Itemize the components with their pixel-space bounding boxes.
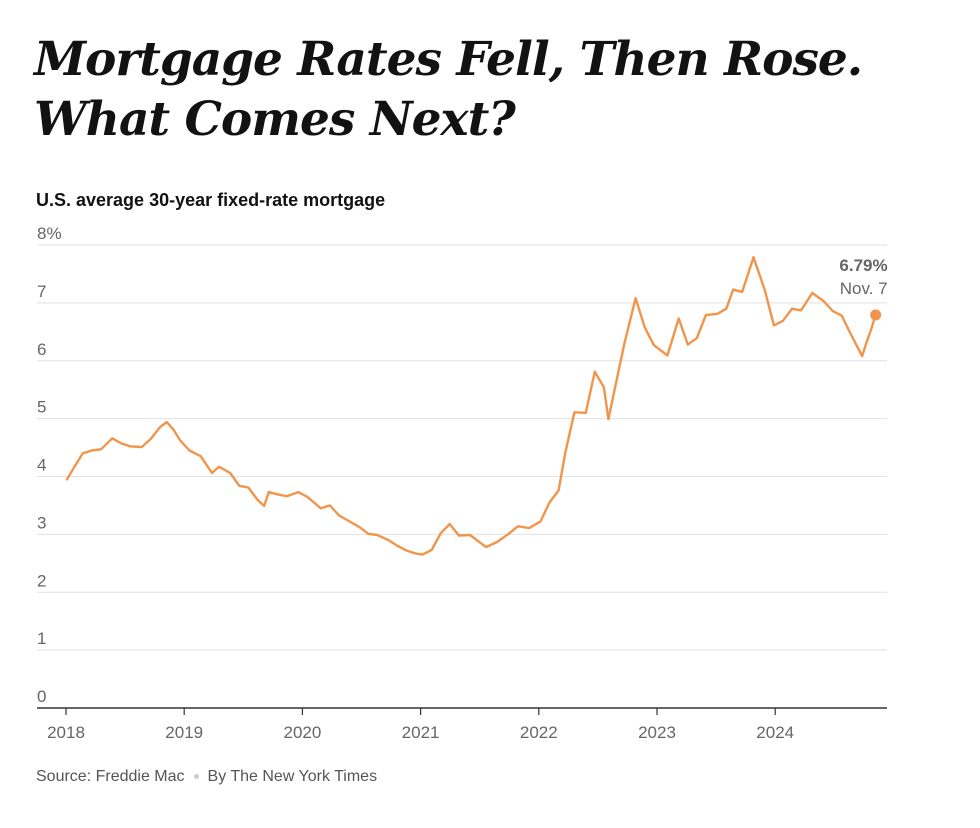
- x-tick-label: 2023: [638, 723, 676, 742]
- x-tick-label: 2022: [520, 723, 558, 742]
- x-tick-label: 2020: [283, 723, 321, 742]
- x-tick-label: 2024: [756, 723, 794, 742]
- y-tick-label: 3: [37, 513, 46, 532]
- y-tick-label: 8%: [37, 224, 62, 243]
- y-tick-label: 0: [37, 687, 46, 706]
- annotation-value: 6.79%: [839, 256, 887, 275]
- y-tick-label: 5: [37, 398, 46, 417]
- y-tick-label: 4: [37, 456, 46, 475]
- x-tick-label: 2021: [402, 723, 440, 742]
- y-tick-label: 1: [37, 629, 46, 648]
- series-line-mortgage-rate: [65, 256, 877, 556]
- chart-title: U.S. average 30-year fixed-rate mortgage: [36, 190, 386, 210]
- y-tick-label: 2: [37, 571, 46, 590]
- gridlines: [37, 244, 887, 651]
- byline: By The New York Times: [207, 768, 378, 785]
- x-tick-label: 2018: [47, 723, 85, 742]
- separator-dot: [193, 774, 199, 780]
- headline: Mortgage Rates Fell, Then Rose. What Com…: [34, 32, 863, 147]
- source-credit: Source: Freddie Mac: [36, 768, 185, 785]
- annotation-date: Nov. 7: [840, 279, 888, 298]
- x-tick-label: 2019: [165, 723, 203, 742]
- x-axis: 2018 2019 2020 2021 2022 2023 2024: [37, 707, 887, 742]
- y-axis-labels: 0 1 2 3 4 5 6 7 8%: [37, 224, 62, 706]
- y-tick-label: 7: [37, 282, 46, 301]
- footer: Source: Freddie Mac By The New York Times: [36, 768, 377, 786]
- latest-point-marker: [870, 309, 882, 321]
- y-tick-label: 6: [37, 340, 46, 359]
